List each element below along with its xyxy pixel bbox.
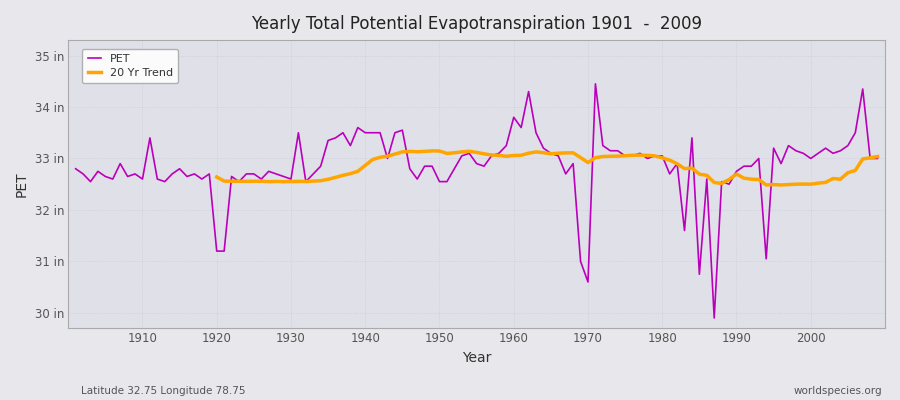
20 Yr Trend bbox=[508, 153, 519, 158]
PET bbox=[501, 143, 512, 148]
Text: worldspecies.org: worldspecies.org bbox=[794, 386, 882, 396]
20 Yr Trend bbox=[338, 173, 348, 178]
Title: Yearly Total Potential Evapotranspiration 1901  -  2009: Yearly Total Potential Evapotranspiratio… bbox=[251, 15, 702, 33]
20 Yr Trend bbox=[872, 154, 883, 159]
Line: PET: PET bbox=[76, 84, 878, 318]
Y-axis label: PET: PET bbox=[15, 171, 29, 197]
Legend: PET, 20 Yr Trend: PET, 20 Yr Trend bbox=[82, 48, 178, 83]
Line: 20 Yr Trend: 20 Yr Trend bbox=[217, 151, 878, 185]
Text: Latitude 32.75 Longitude 78.75: Latitude 32.75 Longitude 78.75 bbox=[81, 386, 246, 396]
PET bbox=[293, 130, 304, 135]
PET bbox=[605, 148, 616, 153]
PET bbox=[338, 130, 348, 135]
PET bbox=[508, 115, 519, 120]
PET bbox=[709, 316, 720, 320]
PET bbox=[590, 82, 601, 86]
X-axis label: Year: Year bbox=[462, 351, 491, 365]
20 Yr Trend bbox=[293, 179, 304, 184]
PET bbox=[872, 156, 883, 161]
PET bbox=[130, 172, 140, 176]
PET bbox=[70, 166, 81, 171]
20 Yr Trend bbox=[501, 154, 512, 159]
20 Yr Trend bbox=[598, 154, 608, 159]
